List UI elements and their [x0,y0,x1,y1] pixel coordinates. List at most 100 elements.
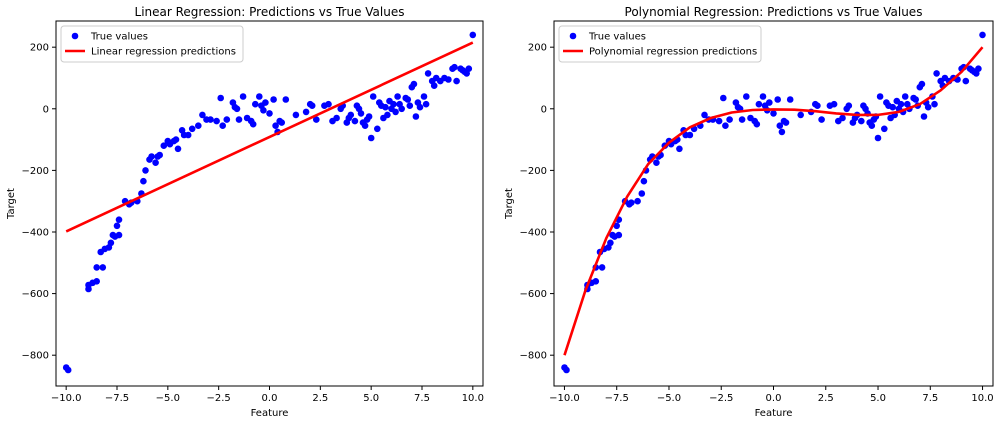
legend-box [558,25,762,63]
x-axis-ticks: −10.0 −7.5 −5.0 −2.5 0.0 2.5 5.0 7.5 10.0 [549,386,994,404]
scatter-point [759,93,767,100]
linear-regression-panel: Linear Regression: Predictions vs True V… [6,5,484,419]
x-tick-label: −2.5 [709,393,733,404]
y-axis-ticks: −800 −600 −400 −200 0 200 [520,43,554,362]
scatter-point [814,102,821,109]
x-axis-label: Feature [755,408,793,419]
y-tick-label: −200 [520,166,547,177]
y-axis-label: Target [504,188,515,220]
scatter-point [252,100,259,108]
scatter-point [278,119,286,126]
scatter-point [188,125,196,133]
x-tick-label: 10.0 [462,393,484,404]
scatter-point [410,80,418,88]
scatter-point [140,177,147,185]
scatter-point [172,136,180,143]
scatter-point [901,93,909,100]
scatter-point [912,96,919,103]
y-tick-label: −200 [22,166,49,177]
scatter-point [931,100,938,108]
scatter-point [233,105,241,113]
scatter-point [412,113,420,120]
scatter-point [818,116,825,123]
scatter-point [874,134,882,142]
scatter-point [416,103,424,111]
scatter-point [858,117,865,125]
x-tick-label: 0.0 [766,393,782,404]
scatter-point [313,116,320,123]
scatter-point [160,142,168,149]
scatter-point [638,190,646,197]
scatter-point [451,63,458,71]
scatter-point [786,96,794,103]
scatter-point [640,177,648,185]
y-tick-label: 0 [43,104,49,115]
scatter-point [302,108,310,116]
legend-entry-predictions: Linear regression predictions [91,47,236,58]
scatter-point [213,117,220,125]
scatter-point [634,197,641,205]
x-tick-label: 7.5 [414,393,430,404]
scatter-point [223,116,231,123]
scatter-point [347,111,355,119]
scatter-point [918,80,926,88]
chart-title: Linear Regression: Predictions vs True V… [135,5,405,19]
scatter-point [766,99,773,106]
scatter-point [217,94,224,102]
scatter-point [392,108,399,116]
scatter-point [628,199,635,206]
scatter-point [424,70,432,77]
y-tick-label: −600 [520,289,547,300]
scatter-point [361,122,369,129]
x-tick-label: −10.0 [549,393,580,404]
scatter-point [404,96,412,103]
scatter-point [753,120,761,128]
scatter-point [365,113,373,120]
scatter-point [255,93,263,100]
y-tick-label: −800 [22,351,49,362]
scatter-point [115,231,123,239]
scatter-point [333,114,340,122]
scatter-point [199,111,206,119]
plot-area-frame [553,20,994,387]
y-axis-ticks: −800 −600 −400 −200 0 200 [22,43,56,362]
x-tick-label: 7.5 [922,393,938,404]
scatter-point [422,100,430,108]
scatter-point [839,114,846,122]
scatter-point [367,134,375,142]
scatter-point [382,103,389,111]
x-tick-label: −7.5 [605,393,629,404]
scatter-point [889,103,896,111]
scatter-point [282,96,290,103]
scatter-point [465,65,473,72]
scatter-points [62,31,477,374]
x-tick-label: −5.0 [156,393,180,404]
scatter-point [469,31,477,39]
scatter-point [266,110,273,117]
y-tick-label: −800 [520,351,547,362]
x-tick-label: −7.5 [105,393,129,404]
y-tick-label: 200 [528,43,547,54]
scatter-point [260,107,267,114]
scatter-point [845,102,853,109]
scatter-point [720,94,727,102]
x-tick-label: 5.0 [870,393,886,404]
y-tick-label: −400 [22,227,49,238]
scatter-point [701,111,708,119]
scatter-point [195,122,202,129]
legend: True values Polynomial regression predic… [558,25,762,63]
scatter-point [920,113,928,120]
scatter-point [115,216,123,223]
scatter-point [219,122,226,129]
scatter-point [235,116,243,123]
scatter-point [615,231,623,239]
scatter-point [715,117,723,125]
scatter-point [979,31,986,39]
scatter-point [776,122,784,129]
scatter-point [738,116,746,123]
scatter-point [184,131,192,139]
scatter-point [430,82,438,89]
scatter-point [420,93,428,100]
scatter-point [881,125,888,133]
scatter-point [113,222,121,230]
